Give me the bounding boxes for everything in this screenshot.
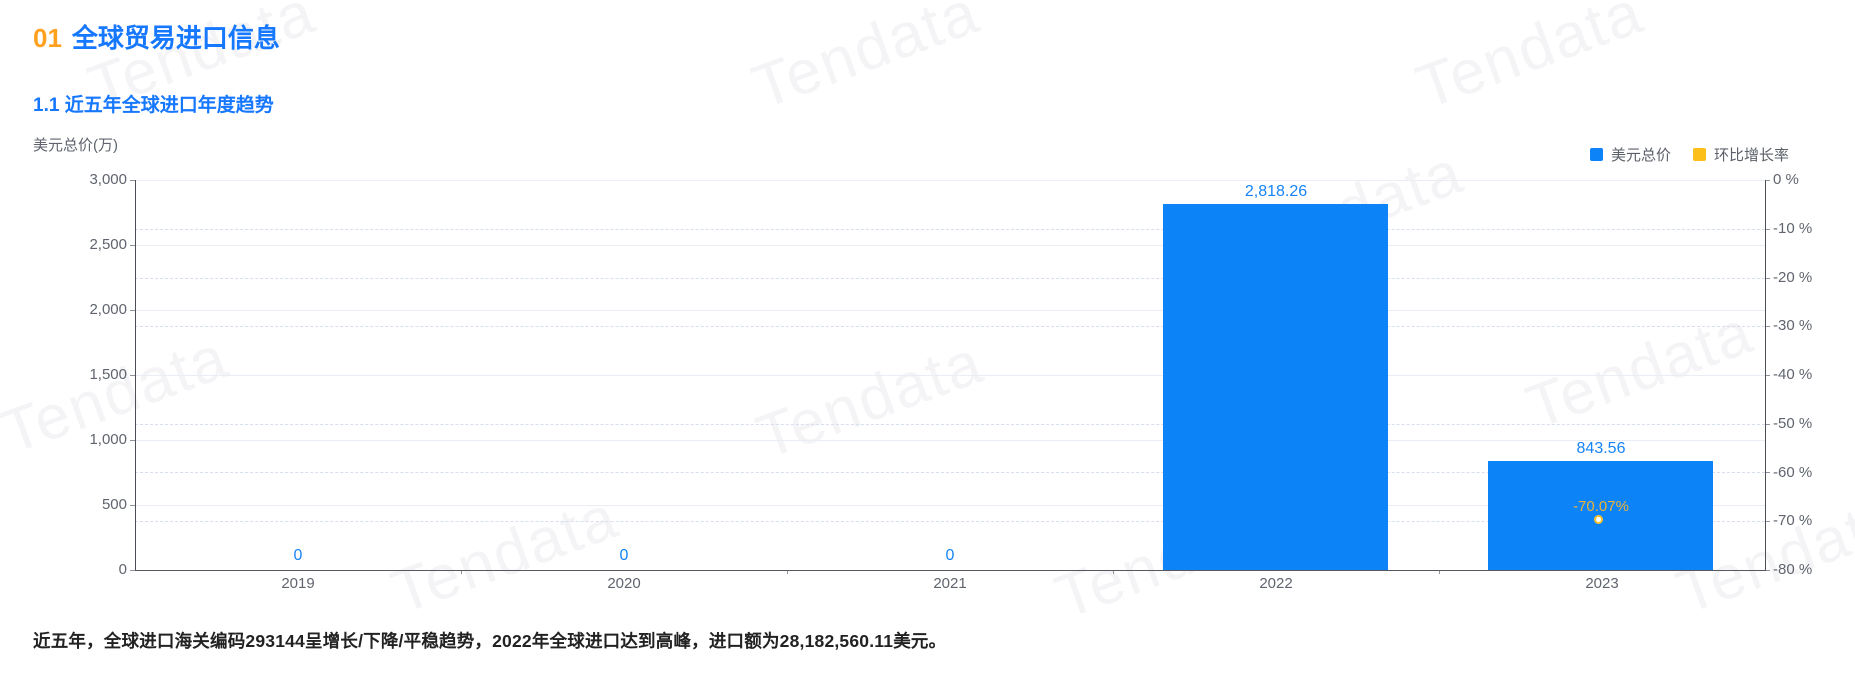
x-axis-label-2020: 2020 [607, 575, 641, 592]
x-axis-label-2021: 2021 [933, 575, 967, 592]
gridline-solid [135, 310, 1765, 311]
axis-tick [1765, 424, 1770, 425]
axis-tick [130, 310, 135, 311]
right-axis-tick-label-m50: -50 % [1773, 415, 1813, 432]
y-axis-tick-label-500: 500 [101, 496, 127, 513]
gridline-solid [135, 505, 1765, 506]
x-axis-label-2023: 2023 [1585, 575, 1619, 592]
axis-tick [130, 180, 135, 181]
axis-tick [1765, 472, 1770, 473]
bar-value-label-2020: 0 [619, 547, 629, 564]
y-axis-title: 美元总价(万) [33, 137, 118, 154]
bar-value-label-2019: 0 [293, 547, 303, 564]
section-title: 全球贸易进口信息 [71, 23, 280, 53]
left-axis-line [135, 180, 136, 571]
axis-tick [130, 245, 135, 246]
y-axis-tick-label-2500: 2,500 [89, 236, 127, 253]
growth-rate-point-2023[interactable] [1594, 515, 1603, 524]
gridline-dashed [135, 278, 1765, 279]
chart-legend: 美元总价 环比增长率 [1590, 144, 1789, 165]
y-axis-tick-label-1500: 1,500 [89, 366, 127, 383]
x-axis-line [135, 570, 1766, 571]
gridline-dashed [135, 521, 1765, 522]
axis-tick [1765, 570, 1770, 571]
gridline-dashed [135, 424, 1765, 425]
gridline-solid [135, 375, 1765, 376]
axis-tick [1765, 229, 1770, 230]
bar-value-label-2022: 2,818.26 [1244, 183, 1308, 200]
right-axis-tick-label-m20: -20 % [1773, 269, 1813, 286]
section-number: 01 [33, 23, 62, 53]
gridline-dashed [135, 326, 1765, 327]
axis-tick [130, 375, 135, 376]
axis-tick [1765, 375, 1770, 376]
right-axis-tick-label-m40: -40 % [1773, 366, 1813, 383]
right-axis-line [1765, 180, 1766, 571]
bar-value-label-2023: 843.56 [1576, 440, 1626, 457]
legend-label: 美元总价 [1611, 147, 1672, 164]
axis-tick [1765, 326, 1770, 327]
right-axis-tick-label-m70: -70 % [1773, 512, 1813, 529]
axis-tick [130, 440, 135, 441]
axis-tick [1113, 570, 1114, 574]
legend-item-growth-rate[interactable]: 环比增长率 [1693, 144, 1789, 165]
axis-tick [1765, 278, 1770, 279]
legend-label: 环比增长率 [1714, 147, 1790, 164]
right-axis-tick-label-0: 0 % [1773, 171, 1799, 188]
x-axis-label-2022: 2022 [1259, 575, 1293, 592]
growth-rate-label-2023: -70.07% [1573, 498, 1629, 515]
x-axis-label-2019: 2019 [281, 575, 315, 592]
axis-tick [787, 570, 788, 574]
section-heading: 01 全球贸易进口信息 [33, 18, 280, 55]
gridline-solid [135, 180, 1765, 181]
axis-tick [130, 505, 135, 506]
gridline-solid [135, 245, 1765, 246]
gridline-solid [135, 440, 1765, 441]
right-axis-tick-label-m30: -30 % [1773, 317, 1813, 334]
axis-tick [1439, 570, 1440, 574]
gridline-dashed [135, 229, 1765, 230]
right-axis-tick-label-m60: -60 % [1773, 464, 1813, 481]
subsection-title: 1.1 近五年全球进口年度趋势 [33, 95, 274, 116]
gridline-dashed [135, 472, 1765, 473]
plot-area: 0 0 0 2,818.26 843.56 -70.07% [130, 180, 1770, 574]
y-axis-tick-label-3000: 3,000 [89, 171, 127, 188]
right-axis-tick-label-m10: -10 % [1773, 220, 1813, 237]
axis-tick [130, 570, 135, 571]
axis-tick [461, 570, 462, 574]
axis-tick [1765, 521, 1770, 522]
legend-swatch-yellow [1693, 148, 1707, 161]
bar-2022-usd-total[interactable] [1163, 204, 1388, 570]
legend-item-usd-total[interactable]: 美元总价 [1590, 144, 1671, 165]
bar-value-label-2021: 0 [945, 547, 955, 564]
y-axis-tick-label-2000: 2,000 [89, 301, 127, 318]
right-axis-tick-label-m80: -80 % [1773, 561, 1813, 578]
y-axis-tick-label-1000: 1,000 [89, 431, 127, 448]
axis-tick [1765, 180, 1770, 181]
legend-swatch-blue [1590, 148, 1603, 161]
summary-text: 近五年，全球进口海关编码293144呈增长/下降/平稳趋势，2022年全球进口达… [33, 631, 947, 651]
y-axis-tick-label-0: 0 [118, 561, 127, 578]
